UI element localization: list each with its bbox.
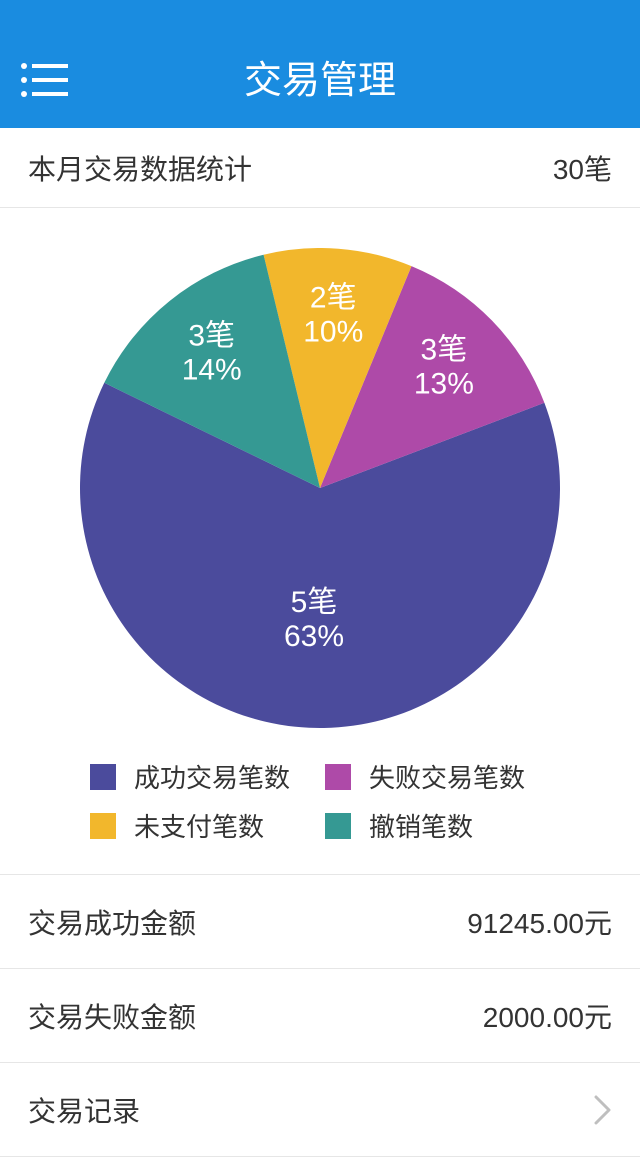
stats-label: 本月交易数据统计 bbox=[28, 148, 252, 188]
chart-legend: 成功交易笔数 失败交易笔数未支付笔数 撤销笔数 bbox=[0, 758, 640, 844]
slice-label: 3笔 bbox=[421, 334, 468, 367]
legend-item: 失败交易笔数 bbox=[325, 758, 550, 795]
slice-label: 2笔 bbox=[310, 282, 357, 315]
legend-label: 失败交易笔数 bbox=[369, 758, 525, 795]
slice-label: 10% bbox=[303, 316, 363, 349]
legend-swatch bbox=[325, 764, 351, 790]
legend-swatch bbox=[90, 764, 116, 790]
row-value: 2000.00元 bbox=[483, 996, 612, 1036]
legend-label: 未支付笔数 bbox=[134, 807, 264, 844]
row-label: 交易记录 bbox=[28, 1090, 140, 1130]
slice-label: 5笔 bbox=[291, 586, 338, 619]
page-title: 交易管理 bbox=[0, 49, 640, 104]
row-label: 交易成功金额 bbox=[28, 902, 196, 942]
chart-area: 5笔63%3笔13%2笔10%3笔14% 成功交易笔数失败交易笔数未支付笔数撤销… bbox=[0, 208, 640, 875]
legend-item: 撤销笔数 bbox=[325, 807, 550, 844]
legend-label: 撤销笔数 bbox=[369, 807, 473, 844]
stats-bar: 本月交易数据统计 30笔 bbox=[0, 128, 640, 208]
legend-label: 成功交易笔数 bbox=[134, 758, 290, 795]
legend-item: 成功交易笔数 bbox=[90, 758, 315, 795]
pie-chart: 5笔63%3笔13%2笔10%3笔14% bbox=[80, 248, 560, 728]
legend-swatch bbox=[90, 813, 116, 839]
slice-label: 3笔 bbox=[188, 319, 235, 352]
slice-label: 14% bbox=[182, 353, 242, 386]
header: 交易管理 bbox=[0, 0, 640, 128]
slice-label: 63% bbox=[284, 620, 344, 653]
row-label: 交易失败金额 bbox=[28, 996, 196, 1036]
row-value: 91245.00元 bbox=[467, 902, 612, 942]
legend-item: 未支付笔数 bbox=[90, 807, 315, 844]
row-fail-amount: 交易失败金额 2000.00元 bbox=[0, 969, 640, 1063]
slice-label: 13% bbox=[414, 368, 474, 401]
menu-icon[interactable] bbox=[20, 62, 68, 98]
row-success-amount: 交易成功金额 91245.00元 bbox=[0, 875, 640, 969]
stats-count: 30笔 bbox=[553, 148, 612, 188]
legend-swatch bbox=[325, 813, 351, 839]
chevron-right-icon bbox=[594, 1095, 612, 1125]
row-transaction-records[interactable]: 交易记录 bbox=[0, 1063, 640, 1157]
